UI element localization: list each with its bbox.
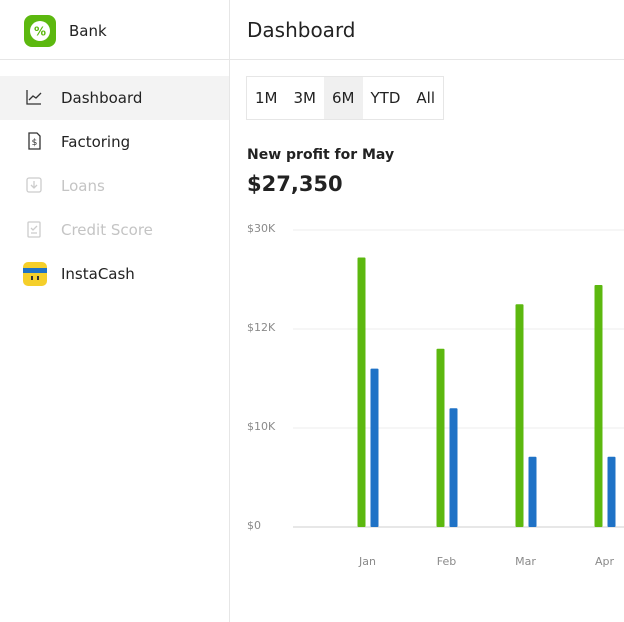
nav-label: Credit Score [61, 221, 153, 239]
range-option[interactable]: 6M [324, 77, 363, 119]
bar [607, 456, 616, 527]
bar [594, 285, 603, 527]
nav-label: Factoring [61, 133, 131, 151]
bar [515, 304, 524, 527]
y-tick-label: $30K [247, 222, 276, 235]
y-tick-label: $10K [247, 420, 276, 433]
y-tick-label: $12K [247, 321, 276, 334]
logo: % [24, 15, 56, 47]
nav-item: Credit Score [0, 208, 229, 252]
x-tick-label: Apr [595, 555, 615, 568]
y-tick-label: $0 [247, 519, 261, 532]
nav-item[interactable]: Dashboard [0, 76, 229, 120]
summary-label: New profit for May [247, 147, 395, 163]
nav-label: Loans [61, 177, 105, 195]
bar [370, 368, 379, 527]
summary-value: $27,350 [247, 172, 343, 196]
page-header: Dashboard [230, 0, 624, 60]
nav-item[interactable]: InstaCash [0, 252, 229, 296]
bar [528, 456, 537, 527]
range-option[interactable]: 1M [255, 89, 278, 107]
range-option[interactable]: 3M [293, 89, 317, 107]
range-option[interactable]: YTD [370, 89, 401, 107]
page-title: Dashboard [247, 18, 356, 42]
sidebar: % Bank Dashboard $ Factoring Loans Credi… [0, 0, 230, 622]
nav-item[interactable]: $ Factoring [0, 120, 229, 164]
bar [449, 408, 458, 527]
nav-label: InstaCash [61, 265, 135, 283]
bar [357, 257, 366, 527]
nav-label: Dashboard [61, 89, 143, 107]
nav-item: Loans [0, 164, 229, 208]
brand: % Bank [0, 0, 229, 60]
app-name: Bank [69, 22, 107, 40]
svg-text:$: $ [32, 138, 38, 148]
svg-text:%: % [34, 25, 46, 39]
x-tick-label: Mar [515, 555, 536, 568]
x-tick-label: Jan [358, 555, 376, 568]
x-tick-label: Feb [437, 555, 456, 568]
range-selector: 1M 3M 6M YTD All [246, 76, 444, 120]
range-option[interactable]: All [416, 89, 435, 107]
bar [436, 348, 445, 527]
